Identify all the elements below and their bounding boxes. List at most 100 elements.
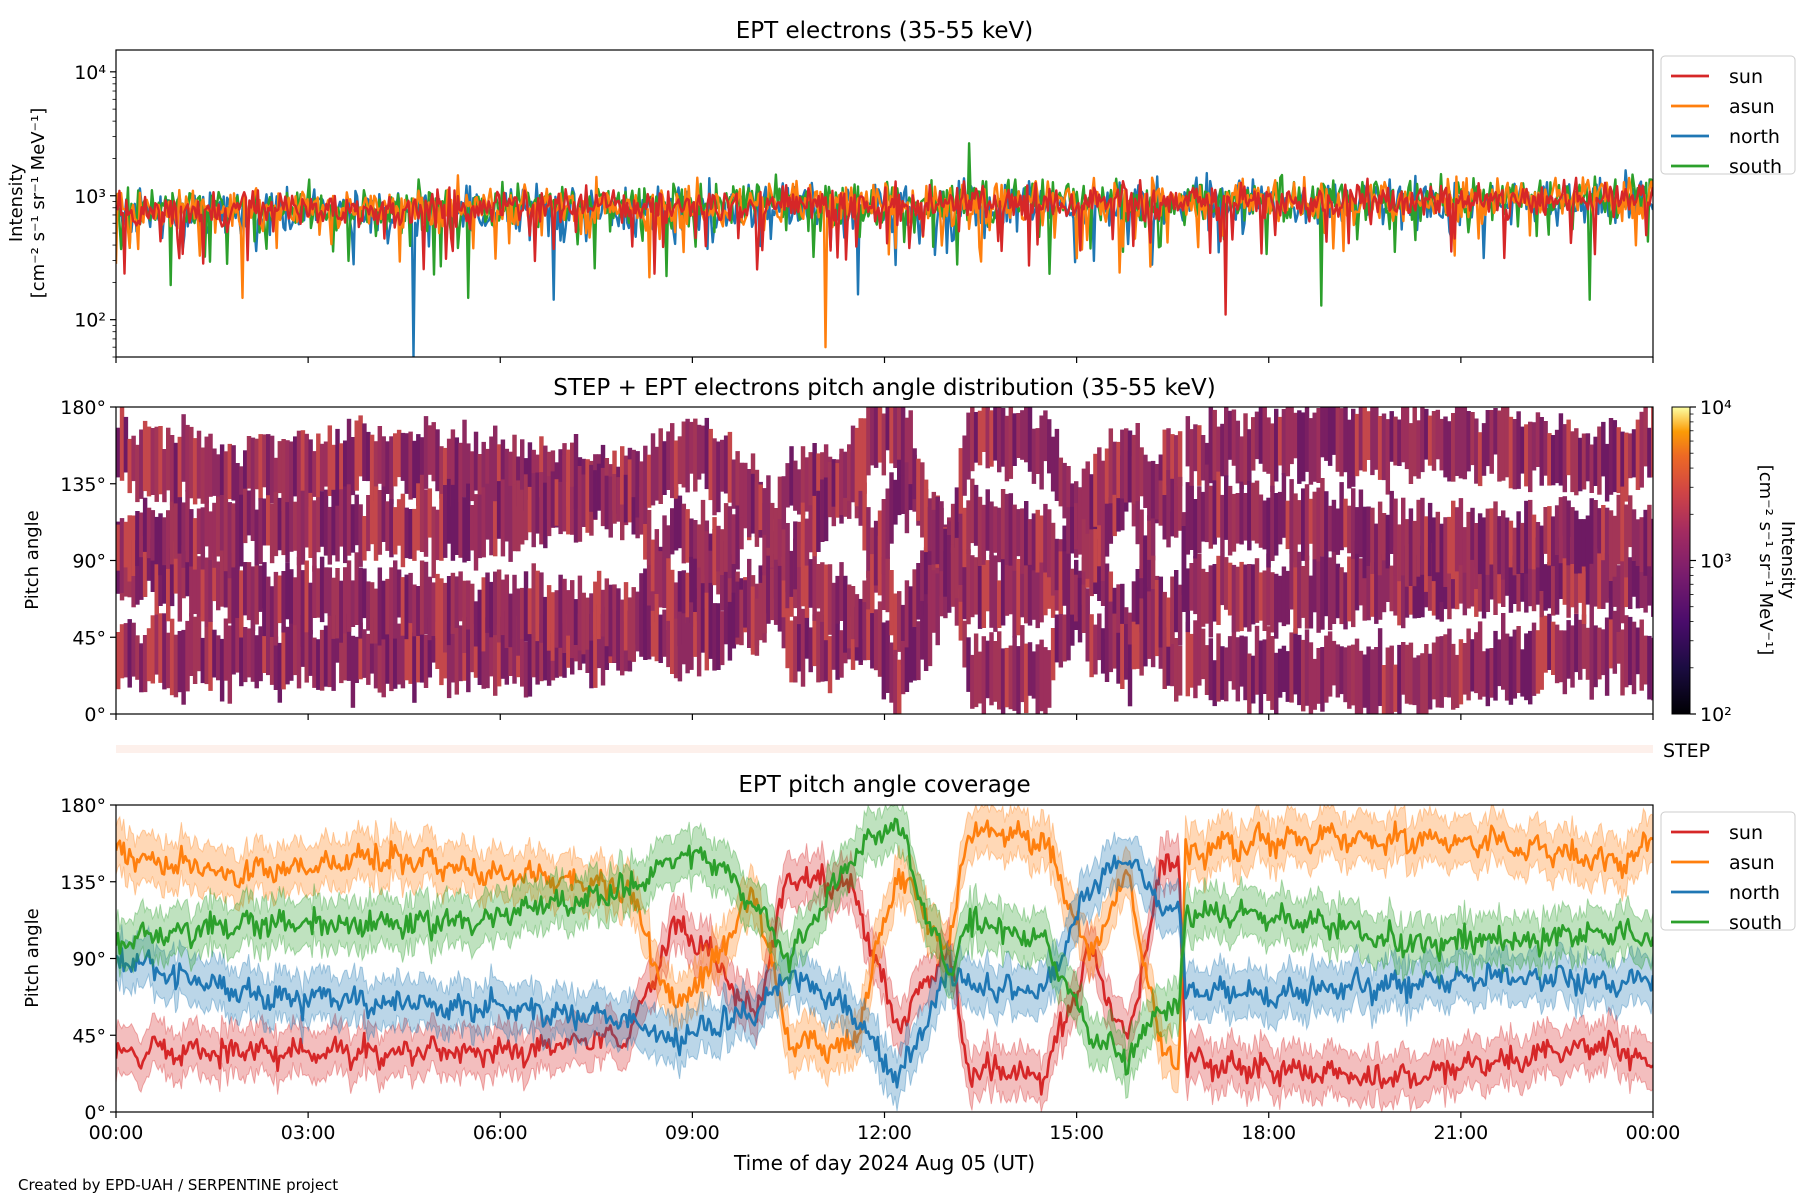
heatmap-cell xyxy=(1558,537,1564,599)
heatmap-cell xyxy=(1447,516,1452,574)
heatmap-cell xyxy=(912,448,917,500)
legend-label-north: north xyxy=(1729,882,1780,904)
heatmap-cell xyxy=(481,577,486,652)
heatmap-cell xyxy=(1339,482,1344,551)
heatmap-cell xyxy=(1489,410,1494,474)
heatmap-cell xyxy=(1570,431,1575,493)
heatmap-cell xyxy=(966,637,971,692)
heatmap-cell xyxy=(1593,500,1598,568)
heatmap-cell xyxy=(1377,416,1383,480)
heatmap-cell xyxy=(981,555,987,628)
heatmap-cell xyxy=(970,478,975,544)
heatmap-cell xyxy=(1247,653,1252,714)
heatmap-cell xyxy=(1039,639,1044,712)
heatmap-cell xyxy=(1381,665,1387,714)
heatmap-cell xyxy=(192,438,198,505)
heatmap-cell xyxy=(993,641,998,702)
heatmap-cell xyxy=(758,582,763,641)
band-asun xyxy=(116,805,1653,1094)
heatmap-cell xyxy=(212,552,217,602)
heatmap-cell xyxy=(1497,516,1502,575)
heatmap-cell xyxy=(208,558,213,622)
heatmap-cell xyxy=(154,549,159,615)
heatmap-cell xyxy=(185,424,190,492)
heatmap-cell xyxy=(958,513,964,585)
heatmap-cell xyxy=(1270,572,1275,633)
heatmap-cell xyxy=(408,509,413,559)
heatmap-cell xyxy=(643,604,648,660)
heatmap-cell xyxy=(1289,407,1294,465)
heatmap-cell xyxy=(466,443,471,500)
heatmap-cell xyxy=(1108,428,1114,504)
heatmap-cell xyxy=(1408,642,1414,705)
heatmap-cell xyxy=(196,556,202,617)
heatmap-cell xyxy=(1277,648,1283,698)
heatmap-cell xyxy=(700,531,706,607)
heatmap-cell xyxy=(416,483,421,551)
heatmap-cell xyxy=(346,484,352,556)
heatmap-cell xyxy=(1147,591,1152,659)
heatmap-cell xyxy=(1227,410,1233,460)
heatmap-cell xyxy=(1285,407,1291,477)
heatmap-cell xyxy=(643,568,648,635)
heatmap-cell xyxy=(850,425,856,503)
panel1-ylabel-line1: Intensity xyxy=(6,163,27,242)
heatmap-cell xyxy=(1104,499,1110,557)
heatmap-cell xyxy=(262,562,267,637)
heatmap-cell xyxy=(1581,566,1587,624)
heatmap-cell xyxy=(1285,500,1291,550)
heatmap-cell xyxy=(1177,584,1183,646)
heatmap-cell xyxy=(516,480,521,552)
heatmap-cell xyxy=(493,501,498,557)
heatmap-cell xyxy=(1531,422,1537,471)
heatmap-cell xyxy=(489,581,494,638)
heatmap-cell xyxy=(281,571,286,633)
heatmap-cell xyxy=(277,441,283,494)
heatmap-cell xyxy=(1631,546,1637,597)
heatmap-cell xyxy=(1547,613,1552,670)
heatmap-cell xyxy=(1393,416,1398,466)
heatmap-cell xyxy=(458,571,463,622)
heatmap-cell xyxy=(319,491,325,547)
heatmap-cell xyxy=(870,613,875,669)
heatmap-cell xyxy=(1266,626,1271,701)
heatmap-cell xyxy=(1254,625,1260,695)
heatmap-cell xyxy=(789,620,794,683)
y-tick-label: 135° xyxy=(60,872,106,894)
heatmap-cell xyxy=(166,632,171,689)
heatmap-cell xyxy=(1435,636,1441,708)
heatmap-cell xyxy=(192,552,198,614)
heatmap-cell xyxy=(1277,575,1283,623)
heatmap-cell xyxy=(1124,624,1129,680)
heatmap-cell xyxy=(1435,409,1441,460)
panel4-title: EPT pitch angle coverage xyxy=(738,772,1030,798)
heatmap-cell xyxy=(1270,485,1275,561)
heatmap-cell xyxy=(1204,464,1210,543)
heatmap-cell xyxy=(1589,444,1594,493)
heatmap-cell xyxy=(150,428,156,495)
heatmap-cell xyxy=(266,495,271,546)
heatmap-cell xyxy=(1070,506,1075,554)
heatmap-cell xyxy=(1339,408,1344,477)
heatmap-cell xyxy=(1501,560,1506,607)
heatmap-cell xyxy=(762,575,767,634)
heatmap-cell xyxy=(123,549,129,597)
heatmap-cell xyxy=(293,501,298,551)
heatmap-cell xyxy=(1493,501,1498,572)
heatmap-cell xyxy=(1216,426,1221,474)
heatmap-cell xyxy=(1635,419,1641,490)
heatmap-cell xyxy=(593,470,598,519)
heatmap-cell xyxy=(716,441,721,513)
y-tick-label: 10⁴ xyxy=(74,62,106,84)
heatmap-cell xyxy=(770,569,775,621)
heatmap-cell xyxy=(1528,630,1533,705)
heatmap-cell xyxy=(931,509,937,565)
heatmap-cell xyxy=(258,498,263,565)
heatmap-cell xyxy=(504,494,510,542)
heatmap-cell xyxy=(720,439,725,492)
heatmap-cell xyxy=(1381,513,1387,561)
heatmap-cell xyxy=(1489,648,1494,698)
heatmap-cell xyxy=(1093,624,1098,675)
heatmap-cell xyxy=(777,476,783,548)
heatmap-cell xyxy=(604,578,610,647)
